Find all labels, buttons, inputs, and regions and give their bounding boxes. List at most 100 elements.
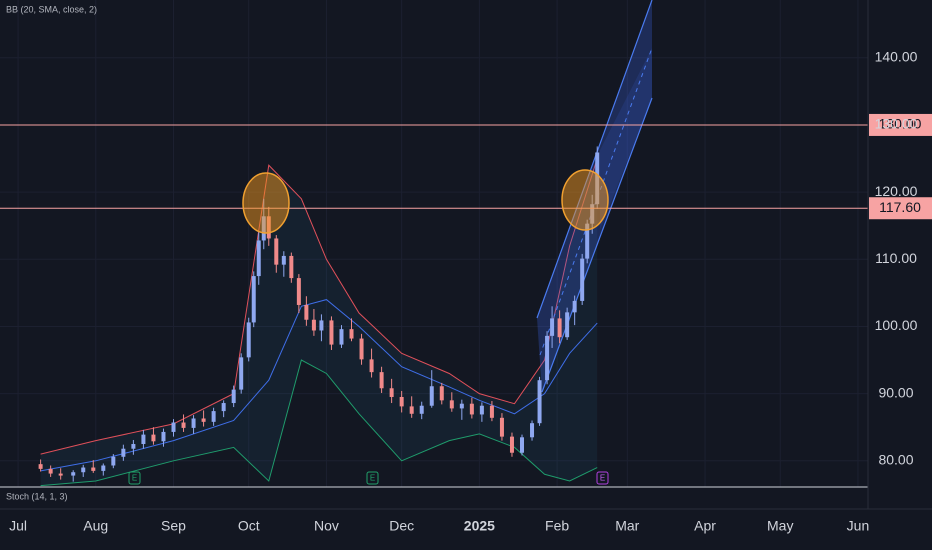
candle-body — [161, 431, 166, 442]
level-label-box — [869, 113, 932, 136]
candle-body — [489, 405, 494, 418]
earnings-label: E — [370, 474, 375, 483]
band-upper — [40, 158, 598, 455]
x-tick-label: Oct — [238, 518, 260, 534]
earnings-box — [366, 471, 379, 485]
earnings-label: E — [600, 474, 605, 483]
y-tick-label: 80.00 — [878, 452, 913, 468]
earnings-label: E — [132, 474, 137, 483]
y-tick-label: 110.00 — [875, 250, 917, 266]
candle-body — [530, 423, 535, 438]
earnings-box — [128, 471, 141, 485]
candle-body — [81, 467, 86, 473]
candle-body — [557, 318, 562, 338]
candle-body — [469, 403, 474, 415]
candle-body — [389, 388, 394, 397]
candle-body — [101, 465, 106, 471]
x-tick-label: Apr — [694, 518, 716, 534]
candle-body — [151, 434, 156, 442]
candle-body — [256, 240, 261, 277]
candle-body — [191, 418, 196, 428]
x-tick-label: Dec — [389, 518, 414, 534]
candle-body — [329, 320, 334, 345]
candle-body — [499, 417, 504, 437]
level-label: 117.60 — [879, 199, 921, 215]
candle-body — [409, 406, 414, 414]
candle-body — [439, 386, 444, 401]
candle-body — [349, 329, 354, 339]
candle-body — [520, 437, 525, 453]
candle-body — [319, 320, 324, 331]
candle-body — [246, 322, 251, 358]
candle-body — [181, 422, 186, 428]
candle-body — [131, 444, 136, 449]
candle-body — [141, 434, 146, 445]
candle-body — [419, 405, 424, 414]
candle-body — [201, 418, 206, 422]
candle-body — [580, 258, 585, 301]
levels: 130.00 117.60 — [0, 113, 932, 220]
candle-body — [550, 318, 555, 336]
y-tick-label: 90.00 — [878, 384, 913, 400]
candle-body — [211, 411, 216, 422]
candle-body — [111, 456, 116, 466]
y-tick-label: 100.00 — [875, 317, 918, 333]
candle-body — [251, 276, 256, 323]
candle-body — [91, 467, 96, 471]
candle-body — [274, 238, 279, 265]
candle-body — [221, 403, 226, 412]
candle-body — [296, 278, 301, 305]
level-label-box — [869, 197, 932, 220]
candle-body — [449, 400, 454, 409]
x-tick-label: Jun — [847, 518, 870, 534]
x-tick-label: Jul — [9, 518, 27, 534]
x-tick-label: Feb — [545, 518, 569, 534]
candle-body — [171, 422, 176, 432]
bollinger-bands — [40, 158, 598, 487]
candle-body — [479, 405, 484, 415]
level-label: 130.00 — [879, 116, 922, 132]
candle-body — [369, 359, 374, 373]
candle-body — [239, 357, 244, 390]
x-tick-label: Aug — [83, 518, 108, 534]
y-tick-label: 130.00 — [875, 116, 918, 132]
x-tick-label: Sep — [161, 518, 186, 534]
x-tick-label: Nov — [314, 518, 339, 534]
candle-body — [38, 464, 43, 469]
candle-body — [545, 335, 550, 381]
x-tick-label: May — [767, 518, 793, 534]
candles — [38, 146, 600, 482]
candle-body — [379, 372, 384, 389]
candle-body — [231, 389, 236, 404]
candle-body — [304, 304, 309, 320]
x-tick-label: Mar — [615, 518, 639, 534]
candle-body — [311, 319, 316, 331]
channel-ext — [600, 48, 652, 230]
highlight-circle — [561, 169, 609, 231]
candle-body — [572, 300, 577, 313]
candle-body — [281, 255, 286, 265]
candle-body — [565, 312, 570, 338]
y-tick-label: 120.00 — [875, 183, 918, 199]
candle-body — [537, 380, 542, 424]
band-fill — [40, 158, 598, 486]
band-lower — [40, 359, 598, 487]
candle-body — [429, 386, 434, 406]
indicator-label: BB (20, SMA, close, 2) — [6, 4, 97, 14]
candle-body — [585, 223, 590, 259]
highlight-circle — [242, 172, 290, 234]
candle-body — [58, 473, 63, 476]
candle-body — [48, 468, 53, 474]
channel-lower — [541, 97, 653, 393]
candle-body — [339, 329, 344, 345]
candle-body — [399, 396, 404, 407]
candle-body — [289, 255, 294, 279]
grid — [0, 0, 868, 487]
lower-pane-label: Stoch (14, 1, 3) — [6, 491, 68, 501]
earnings-markers: E E E — [128, 471, 609, 485]
candle-body — [459, 403, 464, 409]
candle-body — [359, 338, 364, 360]
